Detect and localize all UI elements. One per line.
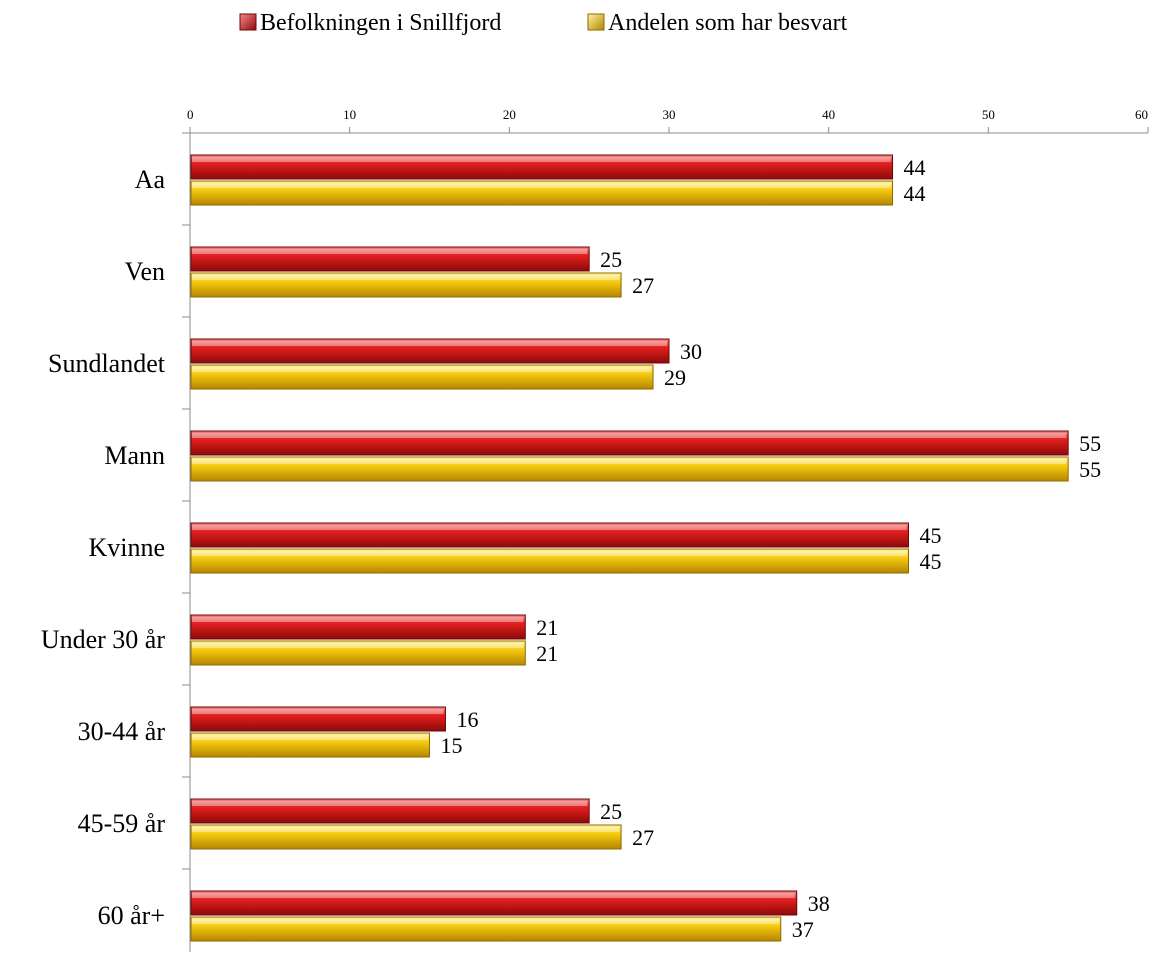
bar-befolkningen [190, 798, 590, 824]
bar-befolkningen [190, 706, 446, 732]
data-label: 25 [600, 247, 622, 272]
data-label: 44 [904, 181, 926, 206]
bar-andelen [190, 272, 622, 298]
x-tick-label: 50 [982, 107, 995, 122]
data-label: 55 [1079, 457, 1101, 482]
bar-sheen [192, 551, 907, 556]
data-label: 21 [536, 615, 558, 640]
category-label: Mann [104, 441, 165, 470]
bar-sheen [192, 275, 620, 280]
data-label: 25 [600, 799, 622, 824]
data-label: 37 [792, 917, 814, 942]
x-tick-label: 30 [663, 107, 676, 122]
legend-label: Befolkningen i Snillfjord [260, 10, 501, 36]
bar-andelen [190, 640, 526, 666]
bar-sheen [192, 801, 588, 806]
data-label: 27 [632, 273, 654, 298]
data-label: 16 [456, 707, 478, 732]
bar-befolkningen [190, 430, 1069, 456]
bar-sheen [192, 643, 524, 648]
data-label: 29 [664, 365, 686, 390]
category-label: 45-59 år [78, 809, 166, 838]
bar-andelen [190, 456, 1069, 482]
bar-sheen [192, 617, 524, 622]
legend: Befolkningen i Snillfjord Andelen som har… [239, 10, 848, 36]
bar-befolkningen [190, 246, 590, 272]
data-label: 55 [1079, 431, 1101, 456]
category-label: Kvinne [88, 533, 165, 562]
bar-sheen [192, 709, 444, 714]
x-tick-label: 60 [1135, 107, 1148, 122]
legend-swatch [587, 13, 605, 31]
data-label: 44 [904, 155, 926, 180]
bar-andelen [190, 364, 654, 390]
category-label: 30-44 år [78, 717, 166, 746]
data-label: 15 [441, 733, 463, 758]
category-label: Sundlandet [48, 349, 166, 378]
bar-sheen [192, 341, 667, 346]
bar-sheen [192, 525, 907, 530]
data-label: 21 [536, 641, 558, 666]
bar-befolkningen [190, 154, 894, 180]
bar-sheen [192, 735, 428, 740]
category-label: Aa [135, 165, 166, 194]
bar-sheen [192, 459, 1067, 464]
data-label: 30 [680, 339, 702, 364]
bar-sheen [192, 893, 795, 898]
data-label: 45 [920, 549, 942, 574]
x-tick-label: 0 [187, 107, 194, 122]
category-label: Under 30 år [41, 625, 166, 654]
bar-sheen [192, 919, 779, 924]
bar-sheen [192, 249, 588, 254]
bar-sheen [192, 183, 891, 188]
bar-sheen [192, 157, 891, 162]
bar-andelen [190, 180, 894, 206]
data-label: 27 [632, 825, 654, 850]
bar-befolkningen [190, 890, 798, 916]
category-label: Ven [125, 257, 165, 286]
bar-andelen [190, 824, 622, 850]
bar-sheen [192, 367, 652, 372]
bar-sheen [192, 827, 620, 832]
bar-sheen [192, 433, 1067, 438]
legend-label: Andelen som har besvart [608, 10, 848, 36]
bar-andelen [190, 916, 782, 942]
x-tick-label: 20 [503, 107, 516, 122]
data-label: 45 [920, 523, 942, 548]
category-label: 60 år+ [98, 901, 165, 930]
bars [190, 154, 1069, 942]
bar-befolkningen [190, 522, 909, 548]
bar-befolkningen [190, 614, 526, 640]
bar-andelen [190, 732, 430, 758]
x-tick-label: 10 [343, 107, 356, 122]
bar-befolkningen [190, 338, 670, 364]
bar-andelen [190, 548, 909, 574]
legend-swatch [239, 13, 257, 31]
x-axis: 0 10 20 30 40 50 60 [182, 107, 1149, 961]
data-label: 38 [808, 891, 830, 916]
x-tick-label: 40 [822, 107, 835, 122]
